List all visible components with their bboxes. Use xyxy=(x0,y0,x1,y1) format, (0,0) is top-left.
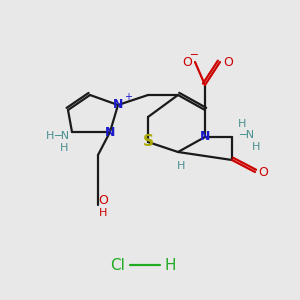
Text: Cl: Cl xyxy=(111,257,125,272)
Text: O: O xyxy=(182,56,192,68)
Text: +: + xyxy=(124,92,132,102)
Text: S: S xyxy=(142,134,154,149)
Text: H: H xyxy=(238,119,246,129)
Text: H: H xyxy=(60,143,68,153)
Text: H: H xyxy=(164,257,176,272)
Text: N: N xyxy=(200,130,210,143)
Text: H: H xyxy=(252,142,260,152)
Text: H: H xyxy=(46,131,54,141)
Text: O: O xyxy=(223,56,233,68)
Text: O: O xyxy=(258,166,268,178)
Text: ─N: ─N xyxy=(54,131,70,141)
Text: ─: ─ xyxy=(190,49,196,59)
Text: N: N xyxy=(113,98,123,112)
Text: ─N: ─N xyxy=(239,130,255,140)
Text: H: H xyxy=(177,161,185,171)
Text: H: H xyxy=(99,208,107,218)
Text: N: N xyxy=(105,125,115,139)
Text: O: O xyxy=(98,194,108,206)
